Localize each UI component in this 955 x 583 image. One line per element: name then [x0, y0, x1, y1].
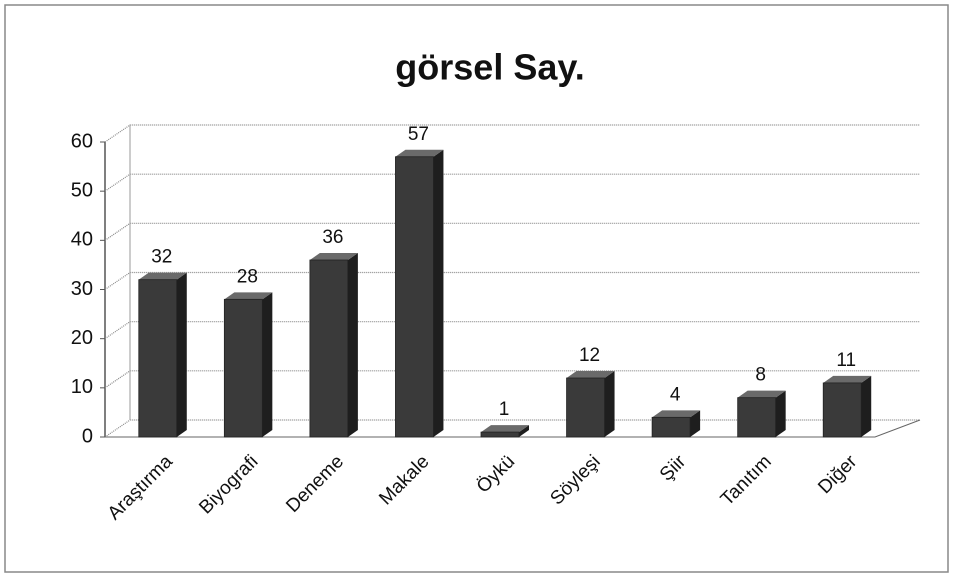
bar-top [566, 371, 615, 378]
grid-line [104, 271, 920, 290]
chart-title: görsel Say. [395, 47, 584, 88]
grid-line [104, 321, 920, 340]
bar [651, 416, 691, 438]
data-label: 57 [408, 124, 429, 145]
data-label: 12 [579, 345, 600, 366]
y-tick-label: 60 [71, 130, 93, 152]
y-tick-label: 40 [71, 229, 93, 251]
y-tick-label: 30 [71, 278, 93, 300]
y-tick-label: 10 [71, 376, 93, 398]
bar [737, 397, 777, 438]
bar-top [309, 253, 358, 260]
bar-side [519, 425, 529, 437]
data-label: 4 [670, 384, 681, 405]
bar-top [138, 272, 187, 280]
bar-side [861, 375, 872, 437]
bar [395, 156, 434, 438]
grid-line [104, 370, 920, 389]
bar-top [224, 292, 273, 300]
data-label: 8 [755, 365, 766, 386]
bar-side [433, 149, 444, 437]
bar [822, 382, 862, 438]
data-label: 28 [237, 266, 258, 287]
floor-edge [105, 419, 921, 438]
bar-top [737, 390, 786, 398]
grid-line [104, 173, 920, 192]
bar-top [823, 375, 872, 383]
grid-line [104, 124, 920, 143]
grid-line [104, 222, 920, 241]
data-label: 1 [499, 399, 510, 420]
bar-side [604, 371, 615, 437]
y-tick-label: 20 [71, 327, 93, 349]
bar [480, 431, 520, 438]
bar [138, 279, 178, 438]
bar [309, 259, 349, 438]
data-label: 32 [151, 247, 172, 268]
bar-side [690, 410, 701, 437]
bar-side [775, 390, 786, 437]
bar-top [481, 425, 529, 433]
bar-side [347, 253, 358, 437]
bar-side [176, 272, 187, 437]
bar [566, 377, 605, 438]
data-label: 36 [322, 227, 343, 248]
y-tick-label: 50 [71, 179, 93, 201]
bar [223, 298, 263, 438]
bar-top [652, 410, 701, 418]
data-label: 11 [836, 350, 856, 371]
bar-side [262, 292, 273, 437]
y-tick-label: 0 [82, 425, 93, 447]
bar-top [395, 149, 444, 157]
